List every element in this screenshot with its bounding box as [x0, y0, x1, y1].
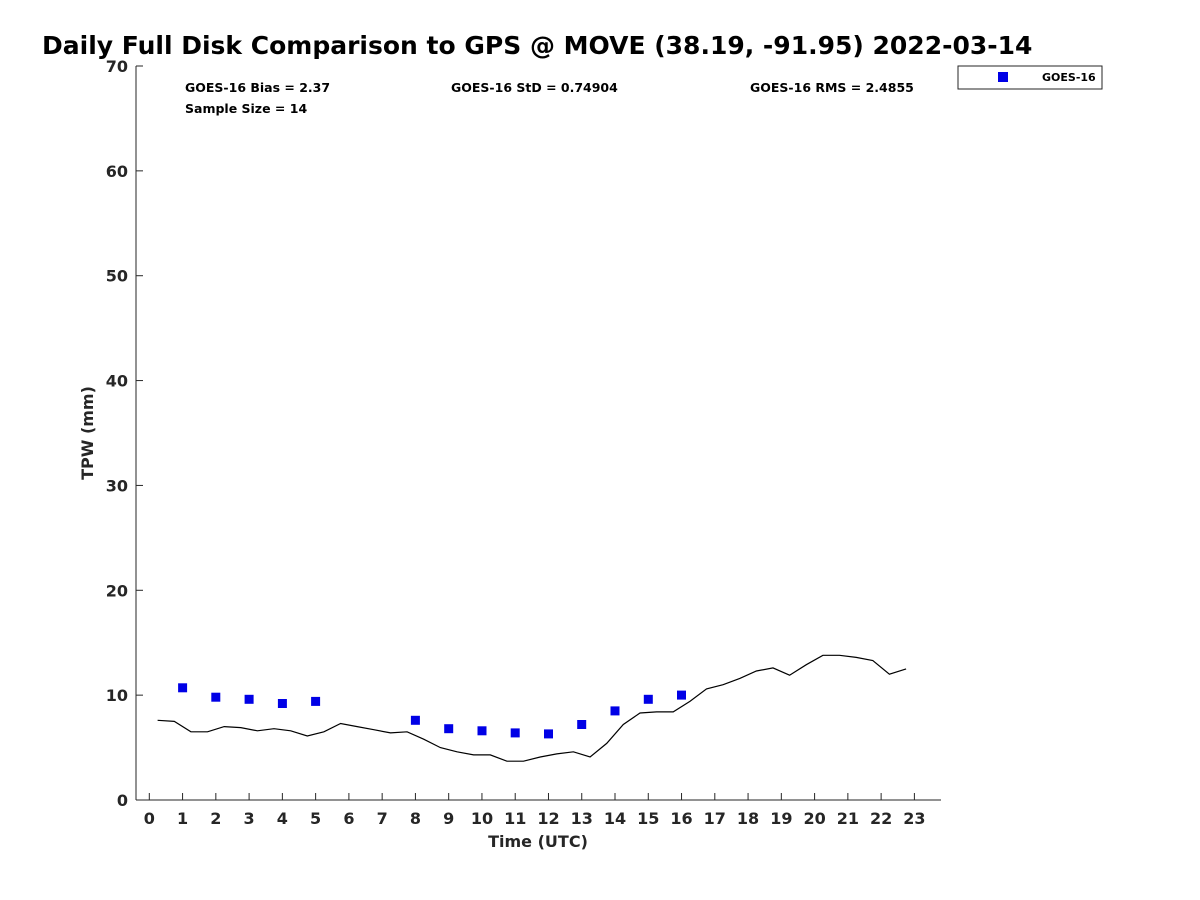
- y-tick-label: 70: [106, 57, 128, 76]
- goes16-point: [244, 694, 254, 704]
- x-tick-label: 10: [471, 809, 493, 828]
- goes16-point: [410, 715, 420, 725]
- legend-marker-goes16: [998, 72, 1008, 82]
- goes16-point: [178, 683, 188, 693]
- x-tick-label: 9: [443, 809, 454, 828]
- x-tick-label: 22: [870, 809, 892, 828]
- goes16-point: [610, 706, 620, 716]
- y-tick-label: 60: [106, 162, 128, 181]
- x-axis-label: Time (UTC): [488, 832, 588, 851]
- x-tick-label: 11: [504, 809, 526, 828]
- legend: GOES-16: [957, 65, 1103, 90]
- goes16-point: [677, 690, 686, 700]
- x-tick-label: 15: [637, 809, 659, 828]
- x-tick-label: 23: [903, 809, 925, 828]
- x-tick-label: 18: [737, 809, 759, 828]
- x-tick-label: 14: [604, 809, 626, 828]
- goes16-point: [477, 726, 487, 736]
- goes16-point: [211, 692, 221, 702]
- stat-rms: GOES-16 RMS = 2.4855: [750, 80, 914, 95]
- x-tick-label: 4: [277, 809, 288, 828]
- axes: [135, 66, 941, 801]
- x-tick-label: 19: [770, 809, 792, 828]
- y-tick-label: 10: [106, 686, 128, 705]
- x-tick-label: 6: [343, 809, 354, 828]
- x-tick-label: 2: [210, 809, 221, 828]
- x-tick-label: 17: [704, 809, 726, 828]
- goes16-point: [544, 729, 553, 739]
- y-tick-label: 30: [106, 476, 128, 495]
- y-axis-label: TPW (mm): [78, 386, 97, 480]
- x-tick-label: 21: [837, 809, 859, 828]
- goes16-point: [277, 699, 287, 708]
- x-tick-label: 3: [244, 809, 255, 828]
- goes16-point: [643, 694, 653, 704]
- legend-box: [957, 65, 1103, 90]
- x-tick-label: 5: [310, 809, 321, 828]
- x-tick-label: 12: [537, 809, 559, 828]
- series-layer: [157, 654, 907, 762]
- stat-sample-size: Sample Size = 14: [185, 101, 307, 116]
- y-ticks: 0 10 20 30 40 50 60 70: [106, 57, 143, 810]
- y-tick-label: 40: [106, 372, 128, 391]
- x-tick-label: 16: [670, 809, 692, 828]
- stat-std: GOES-16 StD = 0.74904: [451, 80, 618, 95]
- goes16-point: [444, 724, 454, 734]
- x-ticks: 0 1 2 3 4 5 6 7 8 9 10 11 12 13 14 15 16 17 18 19 20 21 22 23: [144, 793, 926, 828]
- x-tick-label: 0: [144, 809, 155, 828]
- goes16-point: [577, 720, 587, 729]
- x-tick-label: 1: [177, 809, 188, 828]
- x-tick-label: 8: [410, 809, 421, 828]
- gps-line: [157, 654, 907, 762]
- goes16-point: [311, 696, 321, 706]
- x-tick-label: 20: [803, 809, 825, 828]
- stat-bias: GOES-16 Bias = 2.37: [185, 80, 330, 95]
- chart-title: Daily Full Disk Comparison to GPS @ MOVE…: [42, 31, 1032, 60]
- y-tick-label: 20: [106, 581, 128, 600]
- y-tick-label: 0: [117, 791, 128, 810]
- x-tick-label: 7: [377, 809, 388, 828]
- goes16-point: [510, 728, 520, 738]
- y-tick-label: 50: [106, 267, 128, 286]
- x-tick-label: 13: [571, 809, 593, 828]
- legend-label-goes16: GOES-16: [1042, 71, 1096, 84]
